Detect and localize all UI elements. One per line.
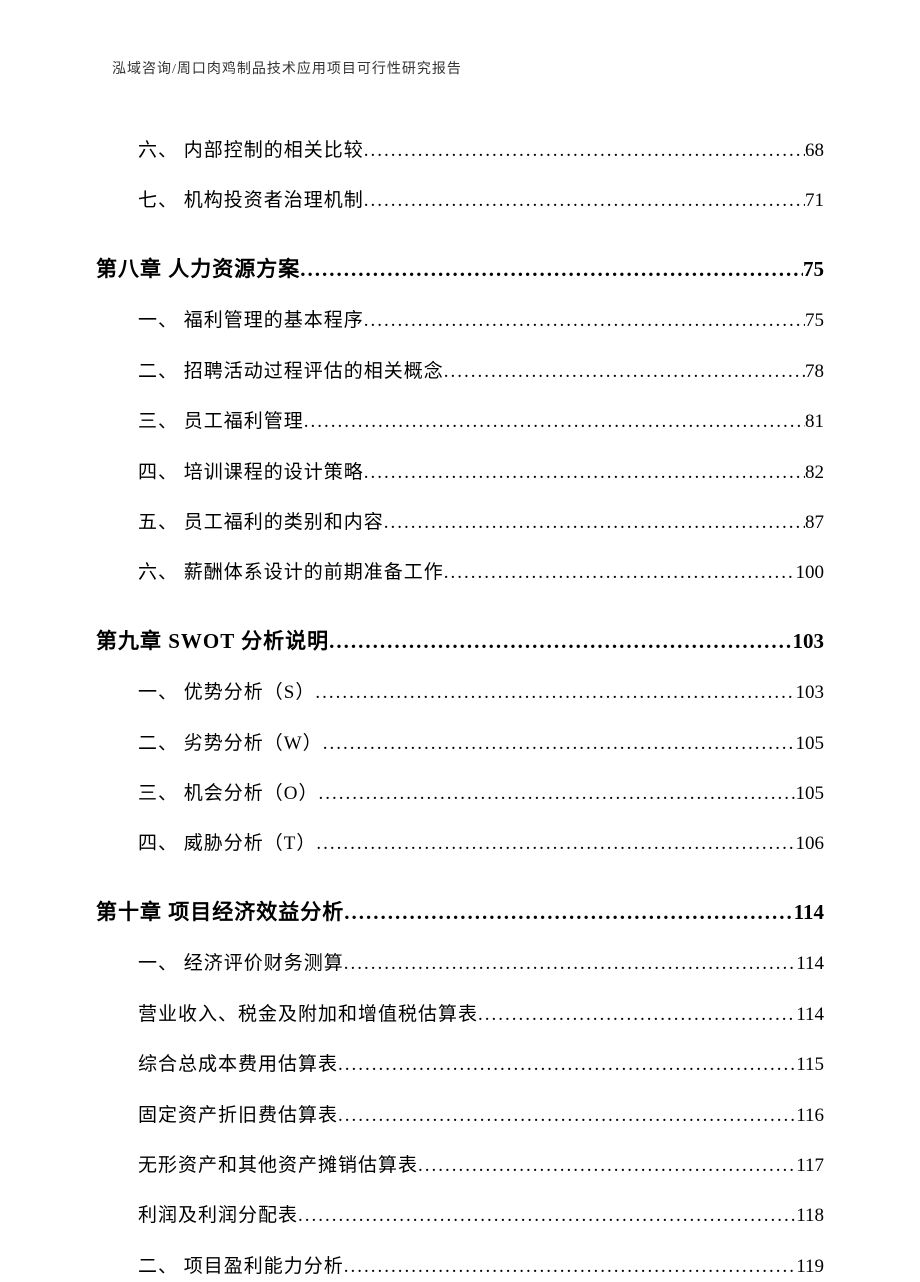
toc-sub-row: 五、 员工福利的类别和内容 87: [138, 508, 824, 538]
toc-sub-row: 三、 机会分析（O） 105: [138, 779, 824, 809]
toc-entry-label: 利润及利润分配表: [138, 1201, 298, 1231]
toc-entry-page: 114: [796, 1000, 824, 1030]
toc-entry-label: 一、 优势分析（S）: [138, 678, 315, 708]
toc-leader-dots: [329, 625, 792, 659]
toc-entry-page: 100: [796, 558, 825, 588]
toc-leader-dots: [364, 458, 805, 488]
toc-leader-dots: [344, 896, 793, 930]
toc-entry-label: 第十章 项目经济效益分析: [96, 896, 344, 930]
toc-entry-page: 78: [805, 357, 824, 387]
toc-entry-label: 二、 招聘活动过程评估的相关概念: [138, 357, 444, 387]
toc-sub-row: 固定资产折旧费估算表 116: [138, 1101, 824, 1131]
toc-entry-page: 115: [796, 1050, 824, 1080]
toc-leader-dots: [315, 678, 795, 708]
toc-sub-row: 二、 招聘活动过程评估的相关概念 78: [138, 357, 824, 387]
toc-entry-page: 75: [805, 306, 824, 336]
toc-chapter-row: 第八章 人力资源方案 75: [96, 253, 824, 287]
toc-entry-label: 第九章 SWOT 分析说明: [96, 625, 329, 659]
page-header: 泓域咨询/周口肉鸡制品技术应用项目可行性研究报告: [112, 58, 462, 78]
toc-leader-dots: [323, 729, 796, 759]
toc-entry-page: 105: [796, 729, 825, 759]
toc-chapter-row: 第十章 项目经济效益分析 114: [96, 896, 824, 930]
toc-entry-label: 二、 项目盈利能力分析: [138, 1252, 344, 1282]
toc-entry-label: 五、 员工福利的类别和内容: [138, 508, 384, 538]
toc-entry-page: 75: [803, 253, 824, 287]
toc-sub-row: 综合总成本费用估算表 115: [138, 1050, 824, 1080]
toc-entry-page: 103: [796, 678, 825, 708]
toc-leader-dots: [344, 949, 796, 979]
toc-sub-row: 营业收入、税金及附加和增值税估算表 114: [138, 1000, 824, 1030]
toc-entry-page: 71: [805, 186, 824, 216]
toc-entry-page: 105: [796, 779, 825, 809]
toc-sub-row: 六、 薪酬体系设计的前期准备工作 100: [138, 558, 824, 588]
toc-sub-row: 四、 培训课程的设计策略 82: [138, 458, 824, 488]
toc-entry-label: 三、 机会分析（O）: [138, 779, 318, 809]
toc-leader-dots: [318, 779, 795, 809]
toc-entry-label: 固定资产折旧费估算表: [138, 1101, 338, 1131]
toc-entry-label: 六、 薪酬体系设计的前期准备工作: [138, 558, 444, 588]
toc-sub-row: 七、 机构投资者治理机制 71: [138, 186, 824, 216]
toc-entry-label: 四、 威胁分析（T）: [138, 829, 316, 859]
toc-sub-row: 一、 福利管理的基本程序 75: [138, 306, 824, 336]
toc-entry-label: 营业收入、税金及附加和增值税估算表: [138, 1000, 478, 1030]
toc-sub-row: 二、 劣势分析（W） 105: [138, 729, 824, 759]
toc-leader-dots: [338, 1050, 796, 1080]
toc-leader-dots: [364, 136, 805, 166]
toc-entry-label: 无形资产和其他资产摊销估算表: [138, 1151, 418, 1181]
toc-entry-label: 六、 内部控制的相关比较: [138, 136, 364, 166]
toc-entry-page: 87: [805, 508, 824, 538]
toc-entry-label: 一、 经济评价财务测算: [138, 949, 344, 979]
toc-entry-page: 82: [805, 458, 824, 488]
toc-leader-dots: [300, 253, 803, 287]
toc-leader-dots: [444, 558, 796, 588]
toc-sub-row: 无形资产和其他资产摊销估算表 117: [138, 1151, 824, 1181]
toc-leader-dots: [444, 357, 805, 387]
toc-entry-page: 103: [793, 625, 825, 659]
toc-entry-page: 106: [796, 829, 825, 859]
toc-entry-page: 116: [796, 1101, 824, 1131]
toc-sub-row: 利润及利润分配表 118: [138, 1201, 824, 1231]
toc-entry-label: 四、 培训课程的设计策略: [138, 458, 364, 488]
toc-entry-page: 68: [805, 136, 824, 166]
toc-sub-row: 二、 项目盈利能力分析 119: [138, 1252, 824, 1282]
toc-leader-dots: [344, 1252, 796, 1282]
toc-entry-label: 一、 福利管理的基本程序: [138, 306, 364, 336]
toc-leader-dots: [418, 1151, 796, 1181]
toc-leader-dots: [364, 186, 805, 216]
toc-leader-dots: [316, 829, 795, 859]
toc-entry-page: 81: [805, 407, 824, 437]
toc-entry-label: 三、 员工福利管理: [138, 407, 304, 437]
toc-entry-label: 第八章 人力资源方案: [96, 253, 300, 287]
toc-sub-row: 一、 经济评价财务测算 114: [138, 949, 824, 979]
toc-entry-page: 114: [794, 896, 824, 930]
toc-entry-page: 118: [796, 1201, 824, 1231]
toc-leader-dots: [478, 1000, 796, 1030]
table-of-contents: 六、 内部控制的相关比较 68 七、 机构投资者治理机制 71 第八章 人力资源方案 75…: [96, 120, 824, 1282]
toc-leader-dots: [338, 1101, 796, 1131]
toc-entry-page: 119: [796, 1252, 824, 1282]
toc-sub-row: 三、 员工福利管理 81: [138, 407, 824, 437]
toc-leader-dots: [298, 1201, 796, 1231]
toc-sub-row: 六、 内部控制的相关比较 68: [138, 136, 824, 166]
toc-chapter-row: 第九章 SWOT 分析说明 103: [96, 625, 824, 659]
toc-entry-page: 114: [796, 949, 824, 979]
toc-leader-dots: [304, 407, 805, 437]
toc-entry-label: 二、 劣势分析（W）: [138, 729, 323, 759]
toc-entry-label: 综合总成本费用估算表: [138, 1050, 338, 1080]
toc-sub-row: 四、 威胁分析（T） 106: [138, 829, 824, 859]
toc-entry-page: 117: [796, 1151, 824, 1181]
toc-leader-dots: [384, 508, 805, 538]
toc-sub-row: 一、 优势分析（S） 103: [138, 678, 824, 708]
toc-leader-dots: [364, 306, 805, 336]
toc-entry-label: 七、 机构投资者治理机制: [138, 186, 364, 216]
